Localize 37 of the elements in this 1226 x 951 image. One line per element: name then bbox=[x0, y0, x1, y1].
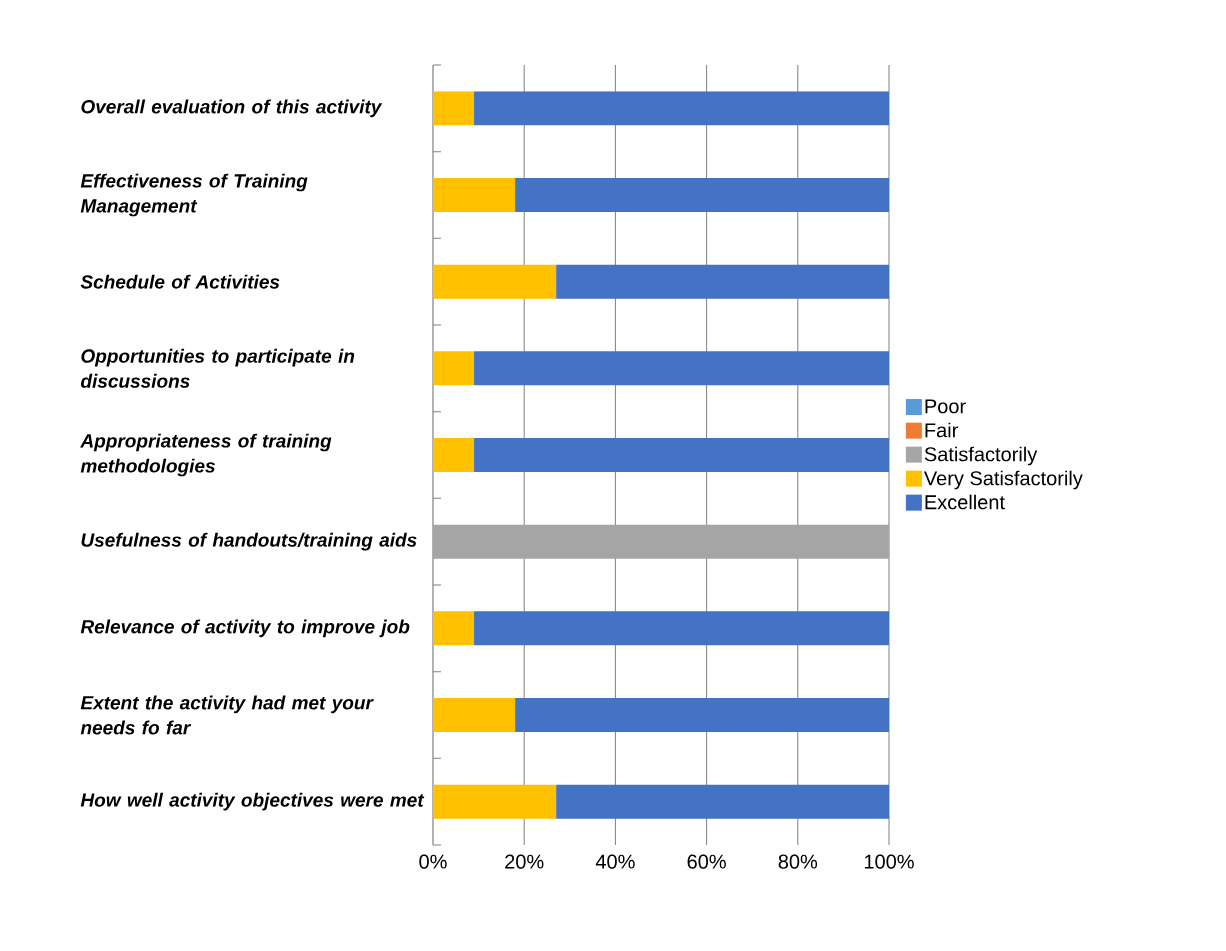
bar bbox=[433, 698, 516, 733]
y-tick-label: Extent the activity had met your needs fo far bbox=[80, 695, 374, 735]
legend-label: Poor bbox=[925, 399, 966, 414]
bar bbox=[515, 698, 889, 733]
bar bbox=[474, 351, 889, 386]
bar bbox=[433, 611, 475, 646]
bar bbox=[474, 611, 889, 646]
bar bbox=[556, 264, 889, 299]
bar bbox=[433, 524, 889, 559]
bar bbox=[474, 438, 889, 473]
bar bbox=[433, 438, 475, 473]
legend-label: Very Satisfactorily bbox=[923, 470, 1083, 490]
x-tick-label: 0% bbox=[419, 854, 447, 869]
y-tick-label: Effectiveness of Training Management bbox=[80, 173, 308, 217]
y-tick-label: Schedule of Activities bbox=[80, 274, 280, 289]
bar bbox=[433, 178, 516, 213]
y-tick-label: Opportunities to participate in discussions bbox=[81, 348, 355, 388]
legend-label: Fair bbox=[925, 422, 958, 438]
legend-label: Excellent bbox=[925, 494, 1005, 510]
x-tick-label: 60% bbox=[687, 854, 726, 869]
legend-label: Satisfactorily bbox=[924, 446, 1038, 466]
y-tick-label: Appropriateness of training methodologies bbox=[80, 433, 332, 477]
x-tick-label: 40% bbox=[595, 854, 635, 869]
bar bbox=[433, 351, 475, 386]
y-tick-label: How well activity objectives were met bbox=[80, 792, 425, 811]
bar bbox=[433, 91, 475, 126]
x-tick-label: 100% bbox=[864, 854, 914, 869]
y-tick-label: Usefulness of handouts/training aids bbox=[81, 532, 417, 551]
x-tick-label: 20% bbox=[505, 854, 544, 869]
bar bbox=[515, 178, 889, 213]
x-tick-label: 80% bbox=[778, 854, 818, 869]
bar bbox=[556, 784, 889, 819]
bar bbox=[433, 784, 557, 819]
bar bbox=[474, 91, 889, 126]
bar bbox=[433, 264, 557, 299]
y-tick-label: Relevance of activity to improve job bbox=[80, 619, 410, 638]
y-tick-label: Overall evaluation of this activity bbox=[81, 99, 383, 118]
